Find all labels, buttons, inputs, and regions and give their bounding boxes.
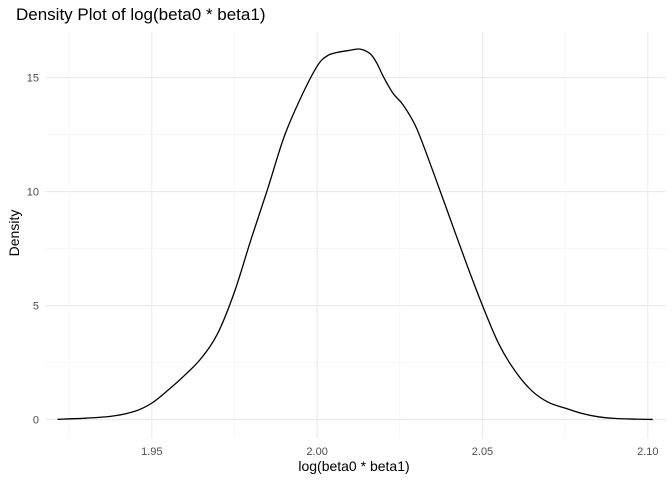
- y-tick-label: 15: [27, 73, 39, 85]
- y-axis-title: Density: [6, 210, 22, 257]
- y-axis-tick-labels: 0 5 10 15: [27, 73, 39, 427]
- x-tick-label: 2.05: [472, 446, 493, 458]
- y-tick-label: 0: [33, 415, 39, 427]
- major-gridlines: [45, 32, 666, 438]
- x-tick-label: 1.95: [141, 446, 162, 458]
- minor-gridlines: [45, 32, 666, 438]
- density-curve: [57, 48, 653, 421]
- x-axis-title: log(beta0 * beta1): [298, 458, 409, 474]
- y-tick-label: 5: [33, 301, 39, 313]
- x-tick-label: 2.00: [306, 446, 327, 458]
- x-tick-label: 2.10: [637, 446, 658, 458]
- chart-title: Density Plot of log(beta0 * beta1): [16, 5, 265, 24]
- x-axis-tick-labels: 1.95 2.00 2.05 2.10: [141, 446, 658, 458]
- y-tick-label: 10: [27, 187, 39, 199]
